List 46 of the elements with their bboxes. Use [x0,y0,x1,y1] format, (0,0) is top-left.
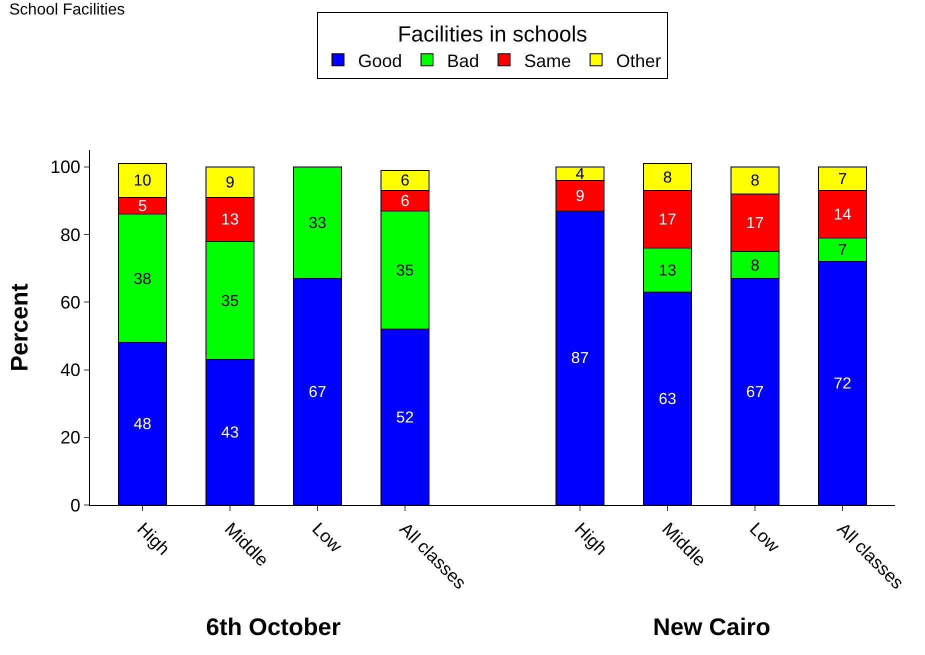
data-label: 4 [576,166,585,183]
data-label: 35 [221,292,239,310]
x-tick-label: Low [308,518,347,557]
data-label: 6 [400,193,410,210]
data-label: 8 [750,172,760,190]
data-label: 14 [834,206,852,224]
data-label: 43 [221,424,239,442]
y-axis-title: Percent [6,283,34,372]
data-label: 13 [221,212,239,229]
legend-title: Facilities in schools [398,22,588,47]
legend-label: Other [616,50,662,71]
data-label: 48 [134,416,152,434]
data-label: 52 [396,409,414,426]
data-label: 17 [658,212,676,229]
data-label: 35 [396,262,414,280]
data-label: 5 [138,198,148,216]
data-label: 8 [750,257,760,274]
text: 6th October [206,614,341,641]
data-label: 38 [134,270,152,288]
y-tick-label: 40 [60,360,80,380]
legend-label: Bad [447,50,480,71]
data-label: 8 [663,169,672,186]
data-label: 67 [308,384,326,402]
text: New Cairo [653,614,770,641]
x-tick-label: Low [746,518,784,557]
data-label: 72 [834,376,852,393]
data-label: 17 [746,214,764,232]
y-tick-label: 80 [60,224,80,245]
data-label: 6 [400,172,410,190]
data-label: 9 [576,188,585,205]
data-label: 67 [746,384,764,402]
data-label: 7 [838,242,848,260]
legend-label: Good [358,50,402,71]
data-label: 33 [308,214,326,232]
y-tick-label: 100 [50,157,80,178]
legend-label: Same [524,50,572,71]
y-tick-label: 60 [60,292,80,312]
y-tick-label: 20 [60,428,80,448]
data-label: 13 [658,262,676,280]
chart-title: School Facilities [9,1,125,18]
data-label: 10 [134,172,152,190]
data-label: 87 [571,350,589,368]
data-label: 63 [658,390,676,408]
data-label: 7 [838,171,848,188]
data-label: 9 [226,174,235,192]
y-tick-label: 0 [70,495,80,516]
